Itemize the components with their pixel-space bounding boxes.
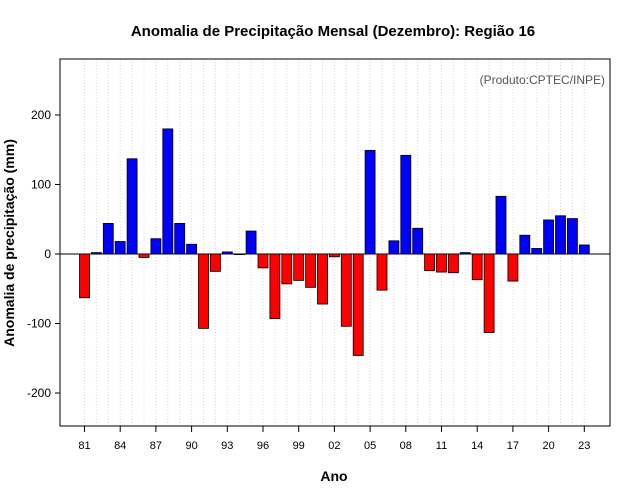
bar-1994 [233,253,245,256]
y-axis: -200 -100 0 100 200 [27,108,60,400]
bar-2016 [495,195,507,255]
x-tick-label: 02 [328,440,340,452]
x-tick-label: 96 [257,440,269,452]
bar-2000 [305,253,317,288]
bar-1996 [257,253,269,269]
bar-1985 [126,158,138,255]
x-tick-label: 87 [150,440,162,452]
bar-1997 [269,253,281,320]
bar-2006 [376,253,388,291]
bar-2012 [447,253,459,274]
bar-1989 [174,223,186,255]
bar-2005 [364,150,376,255]
x-tick-label: 81 [78,440,90,452]
bar-2017 [507,253,519,282]
bar-1999 [293,253,305,281]
chart-title: Anomalia de Precipitação Mensal (Dezembr… [131,23,535,40]
bar-2007 [388,240,400,255]
x-tick-label: 23 [578,440,590,452]
bar-1986 [138,253,150,258]
bar-1981 [79,253,90,299]
bar-2009 [412,227,424,255]
x-tick-label: 93 [221,440,233,452]
bar-1991 [198,253,209,329]
bar-2002 [328,253,340,258]
bar-2013 [459,252,471,255]
bar-2022 [567,218,578,255]
bar-1983 [102,223,114,255]
bar-1998 [281,253,293,285]
bar-1992 [209,253,221,272]
bar-2008 [400,154,412,255]
y-tick-label: 0 [44,247,51,261]
bar-1995 [245,230,257,255]
x-tick-label: 99 [293,440,305,452]
x-axis: 81 84 87 90 93 96 99 02 05 08 11 14 17 20 23 [78,426,590,452]
bar-1982 [91,252,102,255]
bar-2011 [436,253,447,273]
y-axis-title: Anomalia de precipitação (mm) [1,139,17,347]
bar-2014 [471,253,483,281]
bar-1984 [114,241,126,255]
x-tick-label: 17 [507,440,519,452]
x-tick-label: 14 [471,440,483,452]
y-tick-label: 200 [31,108,51,122]
bar-1990 [186,243,198,255]
bar-2021 [555,215,566,255]
plot-frame [59,58,611,427]
bar-2018 [519,234,531,255]
bar-2010 [424,253,436,272]
source-annotation: (Produto:CPTEC/INPE) [480,73,605,87]
x-axis-title: Ano [320,468,347,484]
x-tick-label: 84 [114,440,126,452]
bar-2004 [352,253,364,356]
bar-2003 [340,253,352,327]
bar-1988 [162,128,174,255]
bar-2001 [317,253,328,305]
x-tick-label: 08 [400,440,412,452]
bar-1987 [150,238,162,255]
y-tick-label: -200 [27,386,51,400]
y-tick-label: -100 [27,317,51,331]
bars [79,128,590,356]
bar-2015 [483,253,495,333]
x-tick-label: 90 [185,440,197,452]
bar-1993 [221,251,233,255]
x-tick-label: 20 [542,440,554,452]
y-tick-label: 100 [31,178,51,192]
bar-2019 [531,248,543,255]
x-tick-label: 05 [364,440,376,452]
bar-2020 [543,219,554,255]
bar-2023 [578,244,590,255]
x-tick-label: 11 [436,440,447,452]
